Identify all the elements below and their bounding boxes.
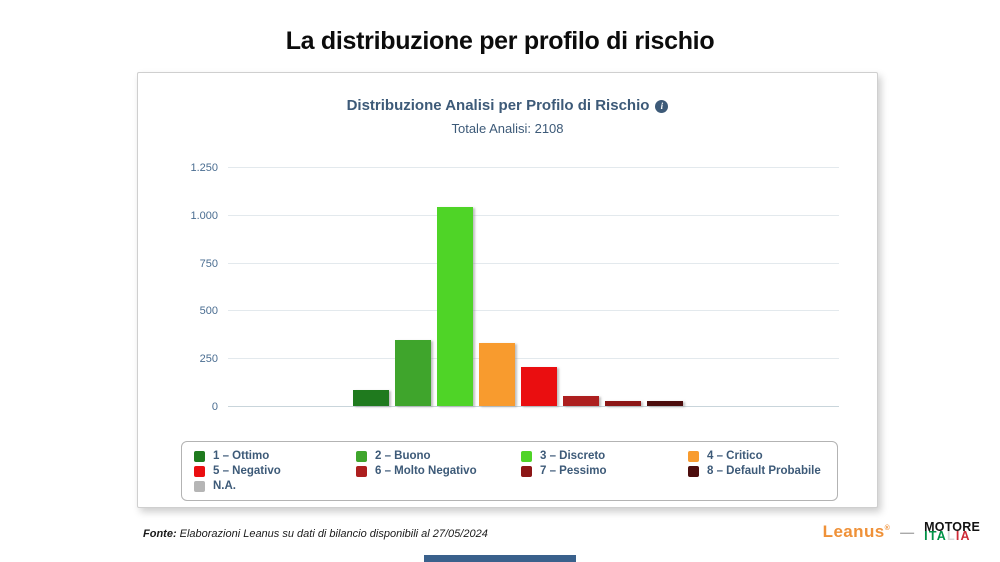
motore-italia-letter: L — [947, 529, 956, 543]
logo-separator: — — [900, 524, 915, 540]
legend-label: 7 – Pessimo — [540, 465, 607, 477]
legend-swatch — [521, 465, 532, 477]
bar-3[interactable] — [437, 207, 473, 406]
motore-italia-logo: MOTORE ITALIA — [924, 520, 980, 543]
y-tick-label: 1.250 — [190, 162, 218, 174]
bottom-accent-bar — [424, 555, 576, 562]
page-title: La distribuzione per profilo di rischio — [285, 27, 715, 55]
legend-label: N.A. — [213, 480, 236, 492]
motore-italia-letter: I — [924, 529, 929, 543]
legend-item[interactable]: 5 – Negativo — [194, 464, 356, 478]
bar-2[interactable] — [395, 340, 431, 406]
legend-label: 2 – Buono — [375, 450, 431, 462]
chart-header: Distribuzione Analisi per Profilo di Ris… — [138, 97, 877, 136]
y-tick-label: 250 — [199, 353, 218, 366]
bar-8[interactable] — [647, 401, 683, 406]
chart-title: Distribuzione Analisi per Profilo di Ris… — [346, 97, 650, 114]
leanus-logo: Leanus® — [823, 522, 890, 542]
motore-italia-letter: T — [928, 529, 937, 543]
motore-italia-letter: A — [960, 529, 971, 543]
gridline — [228, 167, 839, 168]
legend-label: 1 – Ottimo — [213, 450, 270, 462]
gridline — [228, 310, 839, 312]
gridline — [228, 406, 839, 407]
bar-7[interactable] — [605, 400, 641, 406]
y-tick-label: 500 — [199, 305, 218, 318]
bar-1[interactable] — [353, 389, 389, 406]
legend-swatch — [356, 450, 367, 462]
source-text: Elaborazioni Leanus su dati di bilancio … — [179, 528, 488, 540]
legend-item[interactable]: 4 – Critico — [688, 449, 825, 463]
motore-italia-letter: I — [955, 529, 961, 543]
legend-item[interactable]: 8 – Default Probabile — [688, 464, 825, 478]
legend-item[interactable]: 7 – Pessimo — [521, 464, 688, 478]
chart-legend: 1 – Ottimo 2 – Buono 3 – Discreto 4 – Criti… — [181, 441, 838, 501]
legend-label: 6 – Molto Negativo — [375, 465, 477, 477]
source-label: Fonte: — [143, 528, 177, 540]
legend-swatch — [194, 450, 205, 462]
chart-subtitle: Totale Analisi: 2108 — [451, 121, 564, 136]
legend-item[interactable]: 1 – Ottimo — [194, 449, 356, 463]
footer-logos: Leanus® — MOTORE ITALIA — [823, 520, 980, 543]
leanus-logo-text: Leanus — [822, 522, 885, 541]
info-icon[interactable]: i — [655, 100, 669, 113]
leanus-trademark: ® — [884, 525, 891, 532]
legend-item[interactable]: 3 – Discreto — [521, 449, 688, 463]
legend-label: 8 – Default Probabile — [707, 465, 821, 477]
motore-italia-line1: MOTORE — [924, 520, 980, 534]
plot-area: 0 250 500 750 1.000 1.250 — [190, 162, 839, 413]
y-tick-label: 1.000 — [190, 209, 218, 222]
bar-4[interactable] — [479, 342, 515, 406]
legend-swatch — [194, 465, 205, 477]
bar-6[interactable] — [563, 396, 599, 406]
y-tick-label: 0 — [211, 401, 218, 413]
gridline — [228, 214, 839, 216]
legend-item[interactable]: N.A. — [194, 479, 356, 493]
gridline — [228, 262, 839, 264]
motore-italia-line2: ITALIA — [924, 529, 980, 543]
legend-label: 4 – Critico — [707, 450, 763, 462]
legend-swatch — [356, 465, 367, 477]
legend-swatch — [688, 450, 699, 462]
legend-item[interactable]: 6 – Molto Negativo — [356, 464, 521, 478]
legend-swatch — [194, 480, 205, 492]
motore-italia-letter: A — [936, 529, 947, 543]
chart-card: Distribuzione Analisi per Profilo di Ris… — [137, 72, 878, 508]
legend-swatch — [688, 465, 699, 477]
bar-5[interactable] — [521, 366, 557, 406]
legend-swatch — [521, 450, 532, 462]
y-tick-label: 750 — [199, 257, 218, 270]
legend-item[interactable]: 2 – Buono — [356, 449, 521, 463]
gridline — [228, 358, 839, 360]
legend-label: 3 – Discreto — [540, 450, 606, 462]
legend-label: 5 – Negativo — [213, 465, 281, 477]
source-note: Fonte: Elaborazioni Leanus su dati di bil… — [143, 528, 488, 540]
